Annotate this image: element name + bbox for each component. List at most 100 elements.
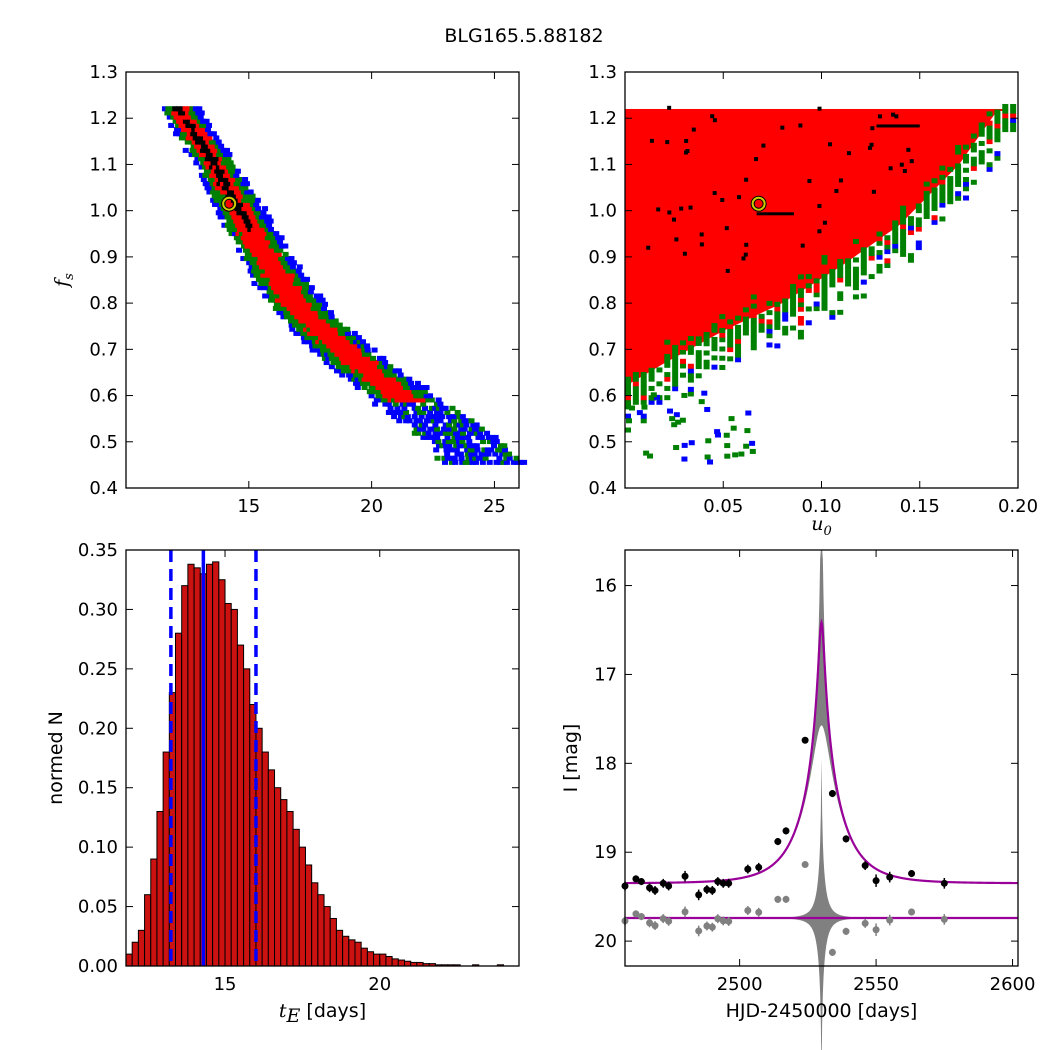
density-cell bbox=[235, 193, 242, 199]
density-cell bbox=[432, 430, 439, 436]
density-cell bbox=[704, 406, 711, 412]
density-cell bbox=[297, 314, 304, 320]
density-cell bbox=[306, 326, 313, 332]
density-cell bbox=[298, 297, 305, 303]
density-cell bbox=[743, 443, 750, 449]
density-cell bbox=[247, 235, 254, 241]
density-cell bbox=[259, 239, 266, 245]
density-cell bbox=[191, 139, 198, 145]
density-cell bbox=[235, 231, 242, 237]
residual-point bbox=[665, 917, 673, 925]
density-cell bbox=[222, 164, 229, 170]
density-cell bbox=[211, 185, 218, 191]
density-cell bbox=[246, 239, 253, 245]
density-cell bbox=[446, 447, 453, 453]
density-cell bbox=[492, 451, 499, 457]
density-cell-inner bbox=[672, 217, 677, 222]
density-cell bbox=[790, 302, 797, 308]
density-cell bbox=[383, 372, 390, 378]
density-cell bbox=[261, 243, 268, 249]
density-cell bbox=[451, 455, 458, 461]
y-tick-label: 0.05 bbox=[78, 897, 118, 918]
density-cell bbox=[339, 372, 346, 378]
density-cell bbox=[304, 314, 311, 320]
density-cell bbox=[279, 310, 286, 316]
density-cell bbox=[900, 219, 907, 225]
density-cell bbox=[428, 414, 435, 420]
density-cell bbox=[821, 278, 828, 284]
density-cell bbox=[435, 443, 442, 449]
x-tick-label: 15 bbox=[237, 496, 260, 517]
density-cell bbox=[282, 281, 289, 287]
density-cell bbox=[680, 340, 687, 346]
density-cell bbox=[723, 432, 730, 438]
density-cell bbox=[852, 257, 859, 263]
density-cell bbox=[758, 318, 765, 324]
y-tick-label: 0.10 bbox=[78, 837, 118, 858]
density-cell bbox=[750, 303, 757, 309]
residual-point bbox=[695, 927, 703, 935]
density-cell bbox=[217, 160, 224, 166]
data-point bbox=[719, 879, 727, 887]
density-cell bbox=[267, 272, 274, 278]
density-cell bbox=[327, 326, 334, 332]
density-cell bbox=[258, 243, 265, 249]
density-cell bbox=[955, 177, 962, 183]
data-point bbox=[782, 827, 790, 835]
density-cell bbox=[625, 427, 631, 433]
density-cell bbox=[454, 434, 461, 440]
density-cell bbox=[337, 326, 344, 332]
density-cell bbox=[664, 353, 671, 359]
density-cell bbox=[442, 443, 449, 449]
density-cell bbox=[223, 181, 230, 187]
density-cell bbox=[310, 310, 317, 316]
density-cell bbox=[222, 152, 229, 158]
density-cell bbox=[671, 422, 678, 428]
density-cell bbox=[287, 314, 294, 320]
density-cell bbox=[392, 376, 399, 382]
density-cell bbox=[947, 166, 954, 172]
density-cell bbox=[298, 322, 305, 328]
histogram-bar bbox=[150, 858, 158, 967]
density-cell bbox=[640, 381, 647, 387]
density-cell bbox=[323, 326, 330, 332]
density-cell bbox=[401, 389, 408, 395]
density-cell bbox=[503, 455, 510, 461]
density-cell bbox=[978, 127, 985, 133]
density-cell bbox=[178, 110, 185, 116]
density-cell bbox=[978, 131, 985, 137]
density-cell bbox=[243, 181, 250, 187]
density-cell bbox=[852, 248, 859, 254]
density-cell bbox=[397, 389, 404, 395]
density-cell bbox=[202, 172, 209, 178]
density-cell bbox=[947, 189, 954, 195]
density-cell bbox=[837, 309, 844, 315]
density-cell bbox=[172, 106, 179, 112]
density-cell bbox=[260, 218, 267, 224]
density-cell bbox=[309, 322, 316, 328]
density-cell bbox=[350, 343, 357, 349]
density-cell bbox=[727, 328, 734, 334]
density-cell bbox=[401, 380, 408, 386]
y-tick-label: 0.7 bbox=[89, 339, 118, 360]
density-cell bbox=[640, 385, 647, 391]
density-cell bbox=[200, 143, 207, 149]
density-cell bbox=[955, 144, 962, 150]
density-cell bbox=[790, 283, 797, 289]
density-cell bbox=[766, 319, 773, 325]
density-cell bbox=[687, 349, 694, 355]
density-cell bbox=[270, 239, 277, 245]
y-tick-label: 18 bbox=[594, 753, 617, 774]
density-cell bbox=[409, 385, 416, 391]
density-cell bbox=[782, 298, 789, 304]
density-cell bbox=[210, 168, 217, 174]
density-cell bbox=[396, 385, 403, 391]
density-cell bbox=[267, 226, 274, 232]
density-cell bbox=[338, 330, 345, 336]
density-cell bbox=[292, 281, 299, 287]
density-cell bbox=[470, 430, 477, 436]
density-cell bbox=[443, 447, 450, 453]
density-cell bbox=[719, 337, 726, 343]
density-cell bbox=[413, 418, 420, 424]
density-cell bbox=[201, 156, 208, 162]
